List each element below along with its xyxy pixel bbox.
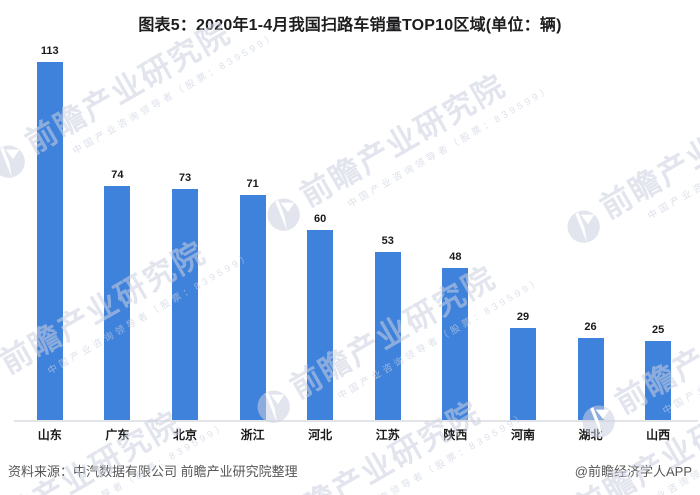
bar-value-label: 26 [584,321,597,333]
bar-series: 113 74 73 71 60 53 48 29 26 25 [16,40,692,420]
bar-column: 113 [16,40,84,420]
plot-area: 113 74 73 71 60 53 48 29 26 25 [14,40,698,422]
bar-value-label: 25 [652,324,665,336]
x-axis-label: 河北 [308,428,333,442]
bar [577,338,604,420]
bar-column: 25 [624,40,692,420]
source-note: 资料来源：中汽数据有限公司 前瞻产业研究院整理 [8,464,298,479]
bar-column: 26 [557,40,625,420]
bar-value-label: 74 [111,169,124,181]
bar [442,268,469,420]
x-axis-label: 湖北 [578,428,603,442]
chart-footer: 资料来源：中汽数据有限公司 前瞻产业研究院整理 @前瞻经济学人APP [8,461,692,480]
bar-value-label: 71 [246,178,259,190]
bar [307,230,334,420]
x-axis-label: 浙江 [240,428,265,442]
bar-value-label: 53 [381,235,394,247]
bar-column: 29 [489,40,557,420]
bar [104,186,131,420]
x-axis-label: 江苏 [375,428,400,442]
bar [509,328,536,420]
bar [171,189,198,420]
bar [239,195,266,420]
x-axis-label: 北京 [172,428,197,442]
bar [374,252,401,420]
x-axis-label: 山东 [37,428,62,442]
x-axis-labels: 山东 广东 北京 浙江 河北 江苏 陕西 河南 湖北 山西 [16,426,692,443]
bar-column: 71 [219,40,287,420]
bar [645,341,672,420]
bar-value-label: 48 [449,251,462,263]
bar-value-label: 29 [516,311,530,323]
bar-column: 73 [151,40,219,420]
bar-column: 48 [422,40,490,420]
x-axis-label: 山西 [646,428,671,442]
x-axis-label: 陕西 [443,428,468,442]
bar-value-label: 60 [314,213,327,225]
chart-title: 图表5：2020年1-4月我国扫路车销量TOP10区域(单位：辆) [138,17,562,34]
bar [36,62,63,420]
credit-note: @前瞻经济学人APP [574,464,692,479]
bar-column: 60 [286,40,354,420]
x-axis-label: 河南 [510,428,535,442]
bar-column: 74 [84,40,152,420]
bar-value-label: 73 [178,172,192,184]
bar-column: 53 [354,40,422,420]
x-axis-line [14,420,698,422]
qianzhan-logo-watermark-icon [0,358,7,404]
bar-value-label: 113 [40,45,59,57]
x-axis-label: 广东 [105,428,130,442]
